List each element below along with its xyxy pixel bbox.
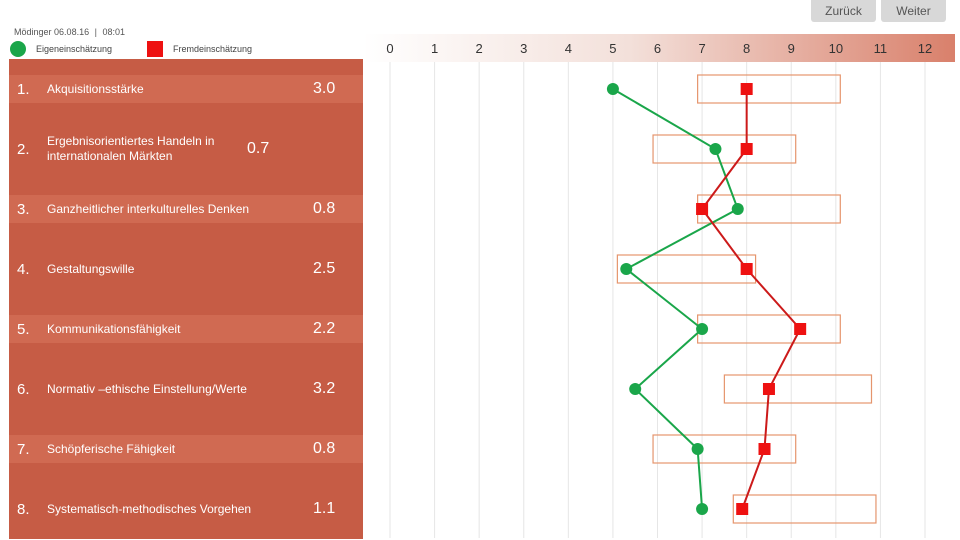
competency-label: Normativ –ethische Einstellung/Werte xyxy=(47,381,247,396)
external-assessment-point xyxy=(740,143,753,155)
competency-row: 1. Akquisitionsstärke 3.0 xyxy=(9,75,363,103)
external-assessment-point xyxy=(794,323,807,335)
row-number: 5. xyxy=(17,320,30,338)
red-square-icon xyxy=(147,41,163,57)
self-assessment-point xyxy=(691,443,704,455)
competency-row: 6. Normativ –ethische Einstellung/Werte 3.… xyxy=(9,375,363,403)
difference-value: 0.8 xyxy=(313,440,336,457)
row-number: 8. xyxy=(17,500,30,518)
range-box xyxy=(652,134,797,164)
x-tick-label: 8 xyxy=(743,41,750,56)
row-number: 7. xyxy=(17,440,30,458)
external-assessment-point xyxy=(740,83,753,95)
row-number: 2. xyxy=(17,140,30,158)
range-box xyxy=(723,374,873,404)
session-time: 08:01 xyxy=(102,27,125,37)
row-number: 1. xyxy=(17,80,30,98)
legend-self-assessment: Eigeneinschätzung xyxy=(10,41,112,57)
separator: | xyxy=(94,27,97,37)
session-info: Mödinger 06.08.16 | 08:01 xyxy=(14,27,125,37)
competency-row: 7. Schöpferische Fähigkeit 0.8 xyxy=(9,435,363,463)
self-assessment-point xyxy=(629,383,642,395)
x-tick-label: 9 xyxy=(788,41,795,56)
external-assessment-point xyxy=(740,263,753,275)
competency-label: Ganzheitlicher interkulturelles Denken xyxy=(47,201,250,216)
external-assessment-point xyxy=(762,383,775,395)
difference-value: 0.8 xyxy=(313,200,336,217)
x-tick-label: 0 xyxy=(386,41,393,56)
self-assessment-point xyxy=(731,203,744,215)
competency-row: 5. Kommunikationsfähigkeit 2.2 xyxy=(9,315,363,343)
self-assessment-point xyxy=(606,83,619,95)
x-tick-label: 12 xyxy=(918,41,932,56)
competency-label: Akquisitionsstärke xyxy=(47,81,144,96)
external-assessment-point xyxy=(736,503,749,515)
range-box xyxy=(697,314,841,344)
legend-external-label: Fremdeinschätzung xyxy=(173,44,253,54)
row-number: 4. xyxy=(17,260,30,278)
competency-row: 4. Gestaltungswille 2.5 xyxy=(9,255,363,283)
competency-label: Ergebnisorientiertes Handeln in internat… xyxy=(47,134,215,163)
range-box xyxy=(652,434,797,464)
axis-header-band xyxy=(363,34,955,62)
green-circle-icon xyxy=(10,41,26,57)
external-assessment-line xyxy=(700,89,802,510)
participant-name: Mödinger xyxy=(14,27,52,37)
x-tick-label: 11 xyxy=(874,41,888,56)
self-assessment-point xyxy=(620,263,633,275)
self-assessment-line xyxy=(612,88,739,510)
range-box xyxy=(732,494,877,524)
row-number: 3. xyxy=(17,200,30,218)
x-tick-label: 1 xyxy=(431,41,438,56)
x-tick-label: 2 xyxy=(476,41,483,56)
session-date: 06.08.16 xyxy=(54,27,90,37)
competency-row: 2. Ergebnisorientiertes Handeln in intern… xyxy=(9,134,363,163)
self-assessment-point xyxy=(696,323,709,335)
difference-value: 2.5 xyxy=(313,260,336,277)
competency-label: Schöpferische Fähigkeit xyxy=(47,441,176,456)
competency-label: Systematisch-methodisches Vorgehen xyxy=(47,501,252,516)
row-number: 6. xyxy=(17,380,30,398)
external-assessment-point xyxy=(696,203,709,215)
x-tick-label: 10 xyxy=(829,41,843,56)
legend-external-assessment: Fremdeinschätzung xyxy=(147,41,252,57)
competency-label: Kommunikationsfähigkeit xyxy=(47,321,181,336)
competency-label: Gestaltungswille xyxy=(47,261,135,276)
self-assessment-point xyxy=(696,503,709,515)
difference-value: 1.1 xyxy=(313,500,336,517)
difference-value: 2.2 xyxy=(313,320,336,337)
x-tick-label: 3 xyxy=(520,41,527,56)
competency-row: 3. Ganzheitlicher interkulturelles Denken… xyxy=(9,195,363,223)
difference-value: 3.2 xyxy=(313,380,336,397)
self-assessment-point xyxy=(709,143,722,155)
back-button[interactable]: Zurück xyxy=(811,0,876,22)
competency-row: 8. Systematisch-methodisches Vorgehen 1.1 xyxy=(9,495,363,523)
x-tick-label: 4 xyxy=(565,41,572,56)
external-assessment-point xyxy=(758,443,771,455)
range-box xyxy=(697,74,841,104)
difference-value: 0.7 xyxy=(247,140,270,157)
x-tick-label: 6 xyxy=(654,41,661,56)
x-tick-label: 7 xyxy=(698,41,705,56)
next-button[interactable]: Weiter xyxy=(881,0,946,22)
difference-value: 3.0 xyxy=(313,80,336,97)
x-tick-label: 5 xyxy=(609,41,616,56)
legend-self-label: Eigeneinschätzung xyxy=(36,44,113,54)
range-box xyxy=(616,254,757,284)
